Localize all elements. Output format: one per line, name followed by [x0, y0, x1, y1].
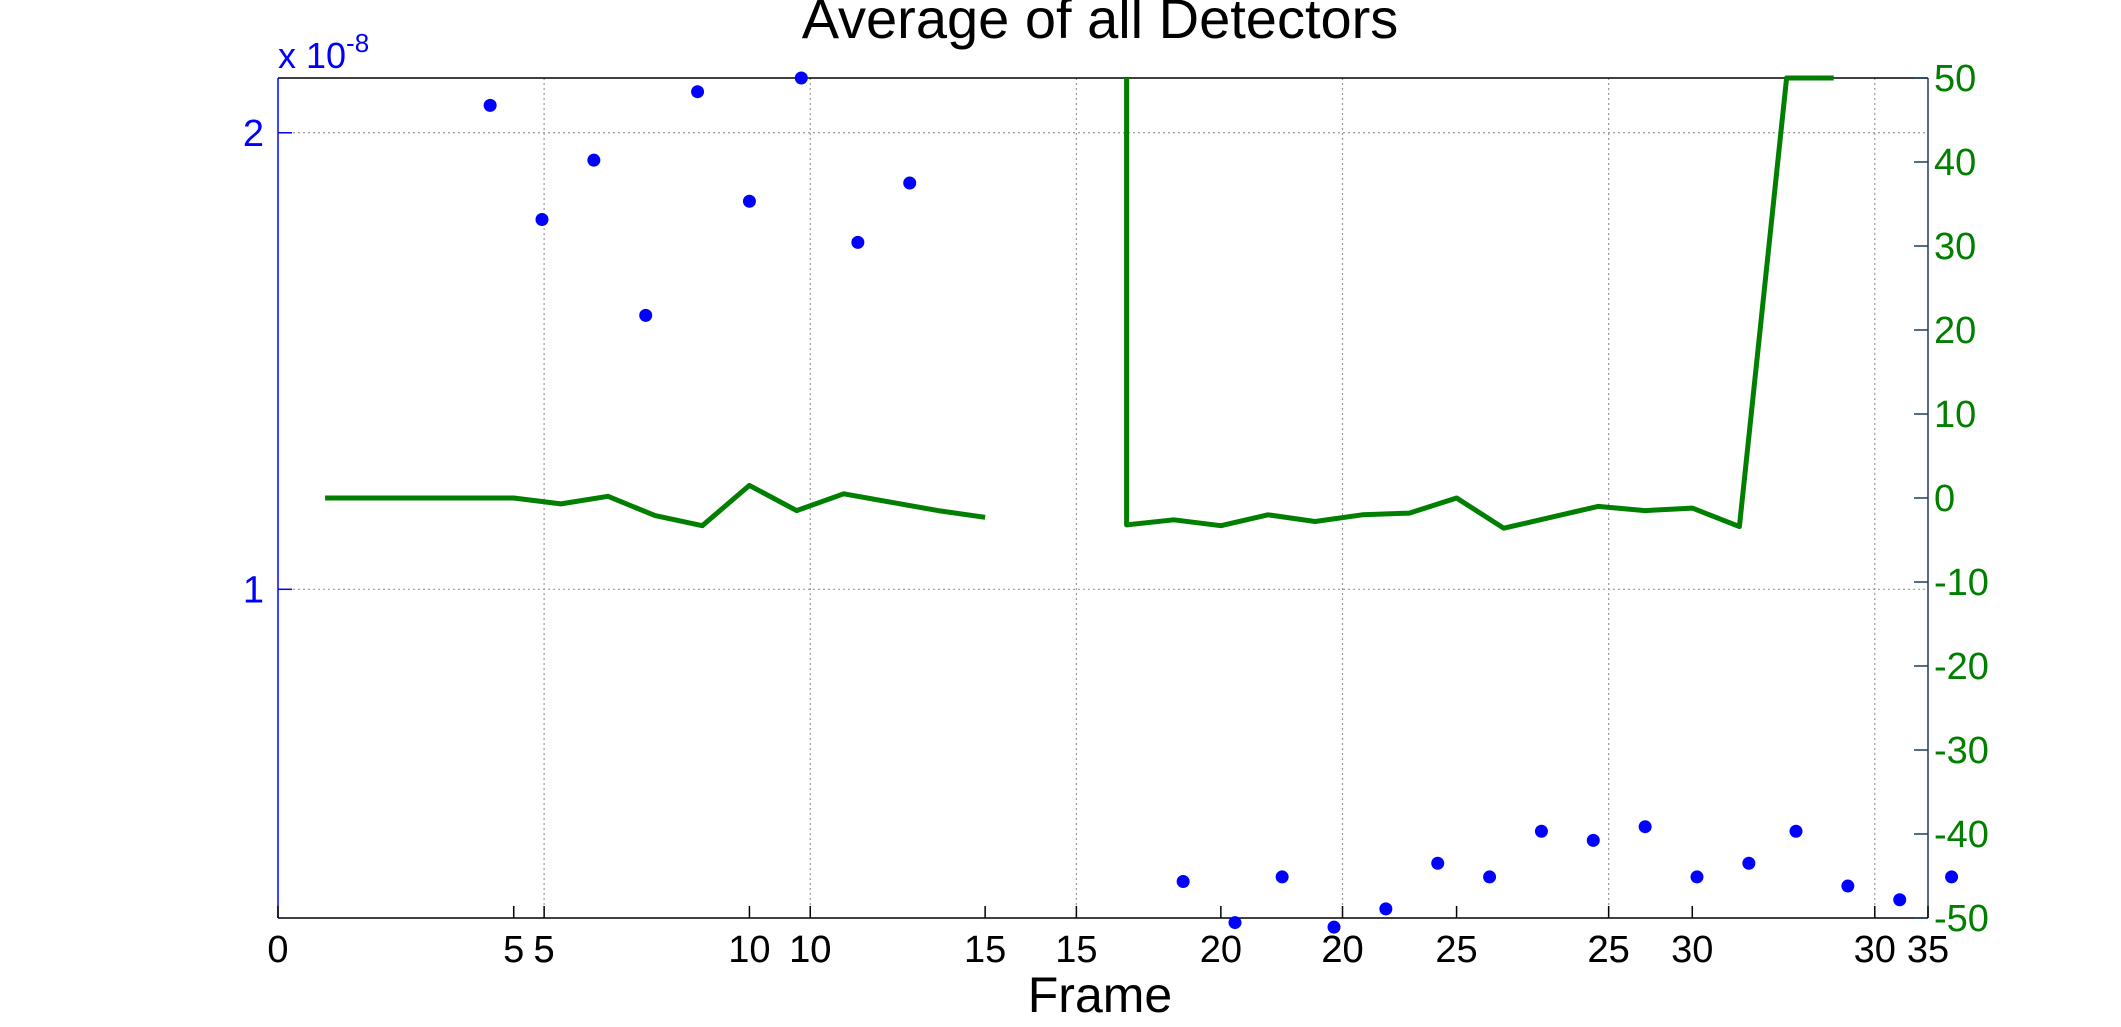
- scatter-point: [1275, 870, 1289, 884]
- scatter-point: [1945, 870, 1959, 884]
- scatter-point: [535, 213, 549, 227]
- scatter-point: [1431, 856, 1445, 870]
- scatter-point: [1638, 820, 1652, 834]
- right-axis-tick-label: 20: [1934, 310, 1976, 352]
- scatter-point: [483, 98, 497, 112]
- scatter-point: [1379, 902, 1393, 916]
- scatter-point: [1841, 879, 1855, 893]
- left-axis-exponent-base: x 10: [278, 35, 346, 76]
- scatter-point: [587, 153, 601, 167]
- left-axis-ticks: 12: [243, 113, 292, 611]
- right-axis-tick-label: 50: [1934, 58, 1976, 100]
- x-axis-tick-label: 15: [964, 929, 1006, 971]
- scatter-point: [742, 194, 756, 208]
- series-scatter-layer: [483, 71, 1959, 934]
- scatter-point: [1893, 893, 1907, 907]
- right-axis-tick-label: -20: [1934, 646, 1989, 688]
- right-axis-tick-label: 30: [1934, 226, 1976, 268]
- x-axis-tick-label-extra: 20: [1321, 929, 1363, 971]
- x-axis-tick-label: 10: [728, 929, 770, 971]
- x-axis-tick-label: 0: [267, 929, 288, 971]
- grid-lines: [278, 78, 1928, 918]
- right-axis-tick-label: -50: [1934, 898, 1989, 940]
- series-line-segment: [325, 482, 986, 529]
- scatter-point: [1690, 870, 1704, 884]
- scatter-point: [903, 176, 917, 190]
- scatter-point: [794, 71, 808, 85]
- right-axis-tick-label: -10: [1934, 562, 1989, 604]
- scatter-point: [851, 235, 865, 249]
- x-axis-tick-label-secondary: 5: [534, 929, 555, 971]
- x-axis-tick-label-secondary: 10: [789, 929, 831, 971]
- series-line-segment: [1124, 75, 1834, 531]
- x-axis-tick-label: 35: [1907, 929, 1949, 971]
- x-axis-tick-label: 5: [503, 929, 524, 971]
- left-axis-tick-label: 1: [243, 569, 264, 611]
- x-axis-tick-label: 30: [1671, 929, 1713, 971]
- x-axis-tick-label-secondary: 25: [1588, 929, 1630, 971]
- x-axis-ticks: 0 5 10 15 20 25 30 355 10 15 20 25 305 10 20 25: [267, 906, 1949, 971]
- series-line-layer: [325, 75, 1834, 531]
- scatter-point: [1534, 824, 1548, 838]
- right-axis-ticks: 50 40 30 20 10 0 -10 -20 -30 -40 -50: [1914, 58, 1989, 940]
- scatter-point: [691, 85, 705, 99]
- right-axis-tick-label: 40: [1934, 142, 1976, 184]
- chart-title: Average of all Detectors: [802, 0, 1399, 50]
- right-axis-tick-label: 10: [1934, 394, 1976, 436]
- x-axis-label: Frame: [1028, 967, 1172, 1023]
- right-axis-tick-label: -30: [1934, 730, 1989, 772]
- x-axis-tick-label-secondary: 30: [1854, 929, 1896, 971]
- x-axis-tick-label-extra: 5: [534, 929, 555, 971]
- scatter-point: [639, 308, 653, 322]
- scatter-point: [1586, 833, 1600, 847]
- left-axis-exponent-power: -8: [346, 28, 369, 58]
- x-axis-tick-label: 20: [1200, 929, 1242, 971]
- scatter-point: [1228, 916, 1242, 930]
- scatter-point: [1176, 874, 1190, 888]
- right-axis-tick-label: -40: [1934, 814, 1989, 856]
- scatter-point: [1789, 824, 1803, 838]
- x-axis-tick-label: 25: [1435, 929, 1477, 971]
- x-axis-tick-label-secondary: 20: [1321, 929, 1363, 971]
- left-axis-tick-label: 2: [243, 113, 264, 155]
- x-axis-tick-label-extra: 25: [1588, 929, 1630, 971]
- right-axis-tick-label: 0: [1934, 478, 1955, 520]
- scatter-point: [1742, 856, 1756, 870]
- left-axis-exponent-label: x 10-8: [278, 28, 369, 76]
- x-axis-tick-label-extra: 10: [789, 929, 831, 971]
- scatter-point: [1327, 920, 1341, 934]
- scatter-point: [1483, 870, 1497, 884]
- x-axis-tick-label-secondary: 15: [1055, 929, 1097, 971]
